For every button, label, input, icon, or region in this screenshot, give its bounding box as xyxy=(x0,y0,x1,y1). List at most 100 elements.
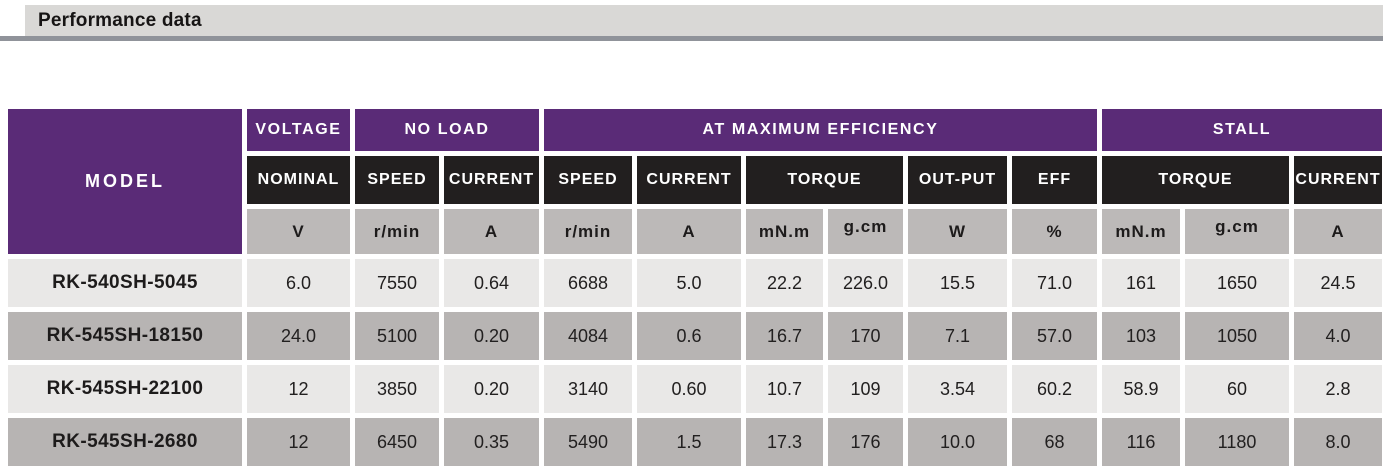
unit-a-col6-label: A xyxy=(682,221,696,241)
data-cell-r4-c9: 68 xyxy=(1012,418,1097,466)
data-cell-r3-c2: 3850 xyxy=(355,365,439,413)
model-column-header-label: MODEL xyxy=(85,171,165,191)
unit-v-col2-label: V xyxy=(292,221,305,241)
data-cell-r3-c11: 60 xyxy=(1185,365,1289,413)
unit-r-min-col3-label: r/min xyxy=(373,221,421,241)
group-header-no-load: NO LOAD xyxy=(355,109,539,151)
unit-a-col4-label: A xyxy=(484,221,499,241)
data-cell-r1-c4-label: 6688 xyxy=(567,272,609,293)
data-cell-r3-c1-label: 12 xyxy=(288,378,309,399)
data-cell-r3-c9-label: 60.2 xyxy=(1036,378,1073,399)
section-header-strip: Performance data xyxy=(0,0,1383,41)
data-cell-r4-c1-label: 12 xyxy=(288,431,309,452)
data-cell-r2-c6-label: 16.7 xyxy=(766,325,803,346)
subheader-nominal-col2-label: NOMINAL xyxy=(257,171,340,188)
data-cell-r1-c3: 0.64 xyxy=(444,259,539,307)
data-cell-r2-c10-label: 103 xyxy=(1125,325,1157,346)
data-cell-r3-c6: 10.7 xyxy=(746,365,823,413)
data-cell-r1-c11: 1650 xyxy=(1185,259,1289,307)
data-cell-r3-c5: 0.60 xyxy=(637,365,741,413)
subheader-out-put-col9-label: OUT-PUT xyxy=(918,171,997,188)
unit-a-col13: A xyxy=(1294,209,1382,254)
data-cell-r1-c6-label: 22.2 xyxy=(766,272,803,293)
data-cell-r1-c9: 71.0 xyxy=(1012,259,1097,307)
unit--col10-label: % xyxy=(1046,221,1063,241)
data-cell-r2-c2-label: 5100 xyxy=(376,325,418,346)
group-header-stall: STALL xyxy=(1102,109,1382,151)
unit-v-col2: V xyxy=(247,209,350,254)
subheader-current-col6: CURRENT xyxy=(637,156,741,204)
data-cell-r4-c3: 0.35 xyxy=(444,418,539,466)
data-cell-r1-c10-label: 161 xyxy=(1125,272,1157,293)
data-cell-r1-c10: 161 xyxy=(1102,259,1180,307)
data-cell-r1-c2-label: 7550 xyxy=(376,272,418,293)
data-cell-r2-c6: 16.7 xyxy=(746,312,823,360)
data-cell-r1-c8-label: 15.5 xyxy=(939,272,976,293)
data-cell-r2-c8: 7.1 xyxy=(908,312,1007,360)
data-cell-r2-c9-label: 57.0 xyxy=(1036,325,1073,346)
model-cell-rk-540sh-5045-label: RK-540SH-5045 xyxy=(52,272,198,293)
data-cell-r3-c10: 58.9 xyxy=(1102,365,1180,413)
unit-g-cm-col12: g.cm xyxy=(1185,209,1289,254)
performance-data-table: MODEL VOLTAGE NO LOAD AT MAXIMUM EFFICIENCY… xyxy=(8,109,1382,466)
unit-r-min-col3: r/min xyxy=(355,209,439,254)
data-cell-r2-c7-label: 170 xyxy=(850,325,881,346)
data-cell-r3-c10-label: 58.9 xyxy=(1123,378,1159,399)
subheader-torque-col7: TORQUE xyxy=(746,156,903,204)
data-cell-r3-c7-label: 109 xyxy=(850,378,881,399)
model-cell-rk-545sh-22100: RK-545SH-22100 xyxy=(8,365,242,413)
unit-a-col6: A xyxy=(637,209,741,254)
model-cell-rk-545sh-2680: RK-545SH-2680 xyxy=(8,418,242,466)
subheader-speed-col3-label: SPEED xyxy=(367,171,427,188)
unit-mn-m-col7-label: mN.m xyxy=(758,221,811,241)
subheader-speed-col3: SPEED xyxy=(355,156,439,204)
data-cell-r3-c7: 109 xyxy=(828,365,903,413)
data-cell-r4-c5-label: 1.5 xyxy=(676,431,702,452)
data-cell-r4-c4-label: 5490 xyxy=(567,431,609,452)
model-cell-rk-540sh-5045: RK-540SH-5045 xyxy=(8,259,242,307)
data-cell-r1-c6: 22.2 xyxy=(746,259,823,307)
subheader-current-col4-label: CURRENT xyxy=(448,171,535,188)
data-cell-r2-c11-label: 1050 xyxy=(1216,325,1258,346)
unit-mn-m-col11: mN.m xyxy=(1102,209,1180,254)
unit-mn-m-col7: mN.m xyxy=(746,209,823,254)
subheader-speed-col5: SPEED xyxy=(544,156,632,204)
model-cell-rk-545sh-18150-label: RK-545SH-18150 xyxy=(46,325,204,346)
data-cell-r3-c9: 60.2 xyxy=(1012,365,1097,413)
section-title: Performance data xyxy=(38,9,202,31)
data-cell-r4-c2: 6450 xyxy=(355,418,439,466)
subheader-eff-col10: EFF xyxy=(1012,156,1097,204)
data-cell-r4-c6-label: 17.3 xyxy=(766,431,803,452)
data-cell-r2-c3-label: 0.20 xyxy=(473,325,510,346)
unit-a-col4: A xyxy=(444,209,539,254)
data-cell-r4-c10-label: 116 xyxy=(1126,431,1156,452)
data-cell-r3-c4: 3140 xyxy=(544,365,632,413)
data-cell-r4-c4: 5490 xyxy=(544,418,632,466)
model-cell-rk-545sh-2680-label: RK-545SH-2680 xyxy=(52,431,198,452)
unit-w-col9-label: W xyxy=(948,221,967,241)
model-cell-rk-545sh-18150: RK-545SH-18150 xyxy=(8,312,242,360)
data-cell-r4-c7: 176 xyxy=(828,418,903,466)
data-cell-r4-c5: 1.5 xyxy=(637,418,741,466)
data-cell-r1-c7: 226.0 xyxy=(828,259,903,307)
data-cell-r3-c5-label: 0.60 xyxy=(671,378,707,399)
data-cell-r2-c7: 170 xyxy=(828,312,903,360)
group-header-at-maximum-efficiency-label: AT MAXIMUM EFFICIENCY xyxy=(702,121,939,138)
data-cell-r1-c3-label: 0.64 xyxy=(473,272,510,293)
subheader-out-put-col9: OUT-PUT xyxy=(908,156,1007,204)
data-cell-r3-c3-label: 0.20 xyxy=(473,378,510,399)
data-cell-r1-c5-label: 5.0 xyxy=(676,272,702,293)
data-cell-r3-c4-label: 3140 xyxy=(567,378,609,399)
data-cell-r1-c9-label: 71.0 xyxy=(1036,272,1073,293)
data-cell-r1-c4: 6688 xyxy=(544,259,632,307)
data-cell-r3-c6-label: 10.7 xyxy=(766,378,803,399)
subheader-torque-col11-label: TORQUE xyxy=(1158,171,1233,188)
group-header-no-load-label: NO LOAD xyxy=(404,121,490,138)
section-title-bar: Performance data xyxy=(25,5,1383,36)
data-cell-r2-c3: 0.20 xyxy=(444,312,539,360)
subheader-nominal-col2: NOMINAL xyxy=(247,156,350,204)
data-cell-r1-c1-label: 6.0 xyxy=(285,272,312,293)
data-cell-r4-c8: 10.0 xyxy=(908,418,1007,466)
model-cell-rk-545sh-22100-label: RK-545SH-22100 xyxy=(46,378,204,399)
unit-r-min-col5: r/min xyxy=(544,209,632,254)
